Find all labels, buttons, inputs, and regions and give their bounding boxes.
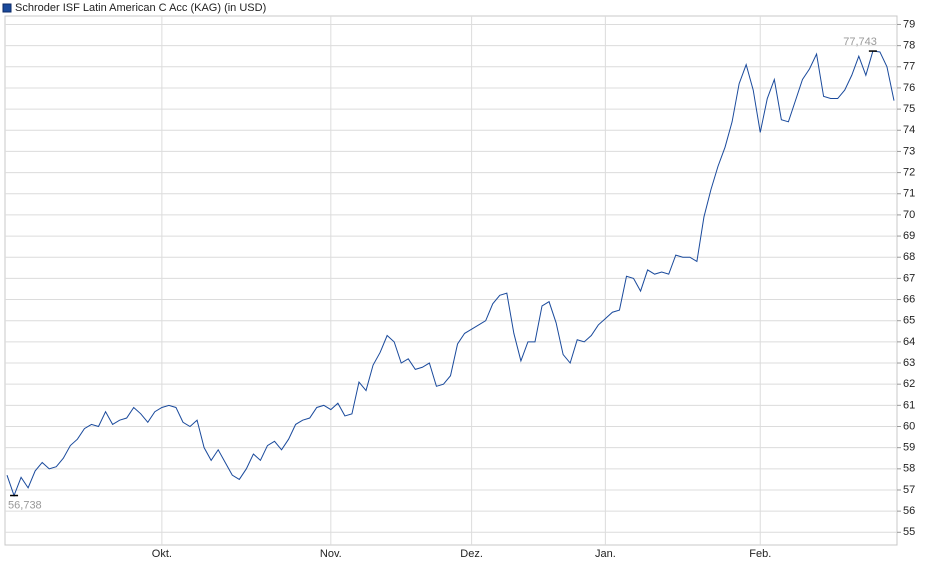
extreme-label: 56,738 [8,499,42,511]
y-tick-label: 72 [903,166,915,178]
y-tick-label: 68 [903,251,915,263]
x-tick-label: Nov. [320,548,342,560]
y-tick-label: 79 [903,18,915,30]
y-tick-label: 70 [903,209,915,221]
x-tick-label: Jan. [595,548,616,560]
x-tick-label: Okt. [152,548,172,560]
legend-label: Schroder ISF Latin American C Acc (KAG) … [15,2,266,14]
y-tick-label: 75 [903,103,915,115]
x-tick-label: Feb. [749,548,771,560]
y-tick-label: 58 [903,463,915,475]
y-tick-label: 55 [903,526,915,538]
y-tick-label: 62 [903,378,915,390]
legend-swatch [2,3,12,13]
y-tick-label: 56 [903,505,915,517]
y-tick-label: 59 [903,442,915,454]
y-tick-label: 74 [903,124,915,136]
y-tick-label: 64 [903,336,915,348]
y-tick-label: 78 [903,40,915,52]
y-tick-label: 69 [903,230,915,242]
y-tick-label: 61 [903,399,915,411]
price-line [6,50,895,497]
y-tick-label: 77 [903,61,915,73]
plot-frame [4,15,898,546]
y-tick-label: 65 [903,315,915,327]
y-tick-label: 63 [903,357,915,369]
y-tick-label: 57 [903,484,915,496]
y-tick-label: 71 [903,188,915,200]
extreme-label: 77,743 [843,36,877,48]
y-tick-label: 66 [903,293,915,305]
y-tick-label: 76 [903,82,915,94]
y-tick-label: 67 [903,272,915,284]
y-tick-label: 73 [903,145,915,157]
x-tick-label: Dez. [460,548,483,560]
y-tick-label: 60 [903,420,915,432]
